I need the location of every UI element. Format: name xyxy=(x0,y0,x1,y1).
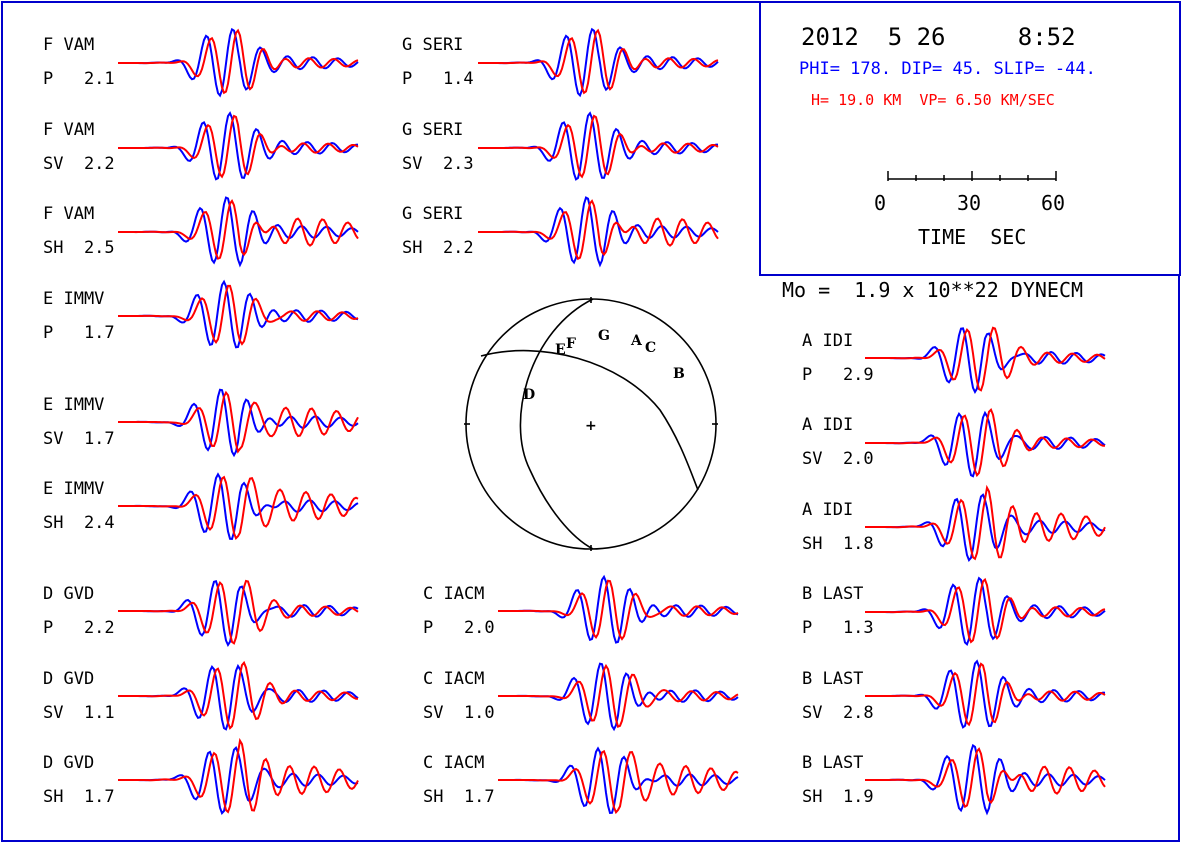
trace-phase-amplitude: SV 2.3 xyxy=(402,154,474,174)
synthetic-waveform xyxy=(118,198,359,260)
sphere-station-D: D xyxy=(523,387,535,403)
trace-station-label: D GVD xyxy=(43,669,95,689)
trace-phase-amplitude: SV 1.1 xyxy=(43,703,115,723)
sphere-station-F: F xyxy=(566,336,576,352)
scale-tick-30: 30 xyxy=(957,191,982,215)
mechanism-parameters: PHI= 178. DIP= 45. SLIP= -44. xyxy=(799,59,1096,79)
trace-phase-amplitude: P 1.4 xyxy=(402,69,474,89)
trace-phase-amplitude: SV 1.7 xyxy=(43,429,115,449)
trace-station-label: B LAST xyxy=(802,669,864,689)
synthetic-waveform xyxy=(865,577,1106,644)
trace-station-label: E IMMV xyxy=(43,395,105,415)
trace-station-label: B LAST xyxy=(802,584,864,604)
trace-station-label: F VAM xyxy=(43,204,95,224)
synthetic-waveform xyxy=(478,28,719,95)
trace-phase-amplitude: SV 2.2 xyxy=(43,154,115,174)
event-info-box: 2012 5 26 8:52 PHI= 178. DIP= 45. SLIP= … xyxy=(759,1,1181,276)
trace-station-label: A IDI xyxy=(802,500,854,520)
trace-phase-amplitude: SH 2.2 xyxy=(402,238,474,258)
trace-phase-amplitude: SH 1.7 xyxy=(423,787,495,807)
trace-station-label: A IDI xyxy=(802,331,854,351)
time-scale-bar xyxy=(887,171,1057,181)
synthetic-waveform xyxy=(865,747,1106,809)
trace-phase-amplitude: SV 2.0 xyxy=(802,449,874,469)
sphere-station-A: A xyxy=(630,333,643,349)
trace-phase-amplitude: P 1.3 xyxy=(802,618,874,638)
trace-station-label: C IACM xyxy=(423,669,485,689)
synthetic-waveform xyxy=(118,579,359,645)
trace-station-label: F VAM xyxy=(43,120,95,140)
sphere-center-mark: + xyxy=(585,418,597,434)
trace-phase-amplitude: P 1.7 xyxy=(43,323,115,343)
trace-phase-amplitude: SH 2.5 xyxy=(43,238,115,258)
sphere-station-G: G xyxy=(598,328,610,344)
trace-phase-amplitude: SH 2.4 xyxy=(43,513,115,533)
synthetic-waveform xyxy=(118,114,359,179)
trace-station-label: C IACM xyxy=(423,753,485,773)
trace-phase-amplitude: SH 1.8 xyxy=(802,534,874,554)
trace-phase-amplitude: SV 2.8 xyxy=(802,703,874,723)
trace-station-label: G SERI xyxy=(402,120,464,140)
trace-station-label: A IDI xyxy=(802,415,854,435)
synthetic-waveform xyxy=(498,579,739,641)
scale-label: TIME SEC xyxy=(918,225,1027,249)
trace-phase-amplitude: SH 1.7 xyxy=(43,787,115,807)
sphere-station-E: E xyxy=(555,342,566,358)
synthetic-waveform xyxy=(865,662,1106,727)
nodal-plane-2 xyxy=(480,349,699,491)
trace-station-label: B LAST xyxy=(802,753,864,773)
trace-station-label: F VAM xyxy=(43,35,95,55)
trace-station-label: D GVD xyxy=(43,584,95,604)
synthetic-waveform xyxy=(118,475,359,540)
scale-tick-60: 60 xyxy=(1041,191,1066,215)
trace-phase-amplitude: SH 1.9 xyxy=(802,787,874,807)
synthetic-waveform xyxy=(118,390,359,454)
trace-station-label: G SERI xyxy=(402,204,464,224)
trace-phase-amplitude: P 2.1 xyxy=(43,69,115,89)
nodal-plane-1 xyxy=(519,298,594,550)
synthetic-waveform xyxy=(498,663,739,728)
trace-phase-amplitude: P 2.0 xyxy=(423,618,495,638)
trace-phase-amplitude: P 2.2 xyxy=(43,618,115,638)
trace-station-label: D GVD xyxy=(43,753,95,773)
synthetic-waveform xyxy=(118,28,359,95)
trace-station-label: E IMMV xyxy=(43,479,105,499)
synthetic-waveform xyxy=(865,484,1106,561)
trace-phase-amplitude: SV 1.0 xyxy=(423,703,495,723)
synthetic-waveform xyxy=(478,199,719,261)
synthetic-waveform xyxy=(865,408,1105,478)
synthetic-waveform xyxy=(118,660,359,730)
trace-station-label: C IACM xyxy=(423,584,485,604)
synthetic-waveform xyxy=(865,326,1106,392)
seismic-moment: Mo = 1.9 x 10**22 DYNECM xyxy=(782,278,1084,302)
event-date-time: 2012 5 26 8:52 xyxy=(801,23,1076,51)
sphere-station-C: C xyxy=(645,340,656,356)
trace-station-label: E IMMV xyxy=(43,289,105,309)
trace-phase-amplitude: P 2.9 xyxy=(802,365,874,385)
trace-station-label: G SERI xyxy=(402,35,464,55)
synthetic-waveform xyxy=(478,114,719,179)
synthetic-waveform xyxy=(498,749,739,815)
scale-tick-0: 0 xyxy=(874,191,887,215)
depth-velocity: H= 19.0 KM VP= 6.50 KM/SEC xyxy=(811,91,1055,109)
sphere-station-B: B xyxy=(673,366,685,382)
synthetic-waveform xyxy=(118,737,359,814)
synthetic-waveform xyxy=(118,284,359,346)
